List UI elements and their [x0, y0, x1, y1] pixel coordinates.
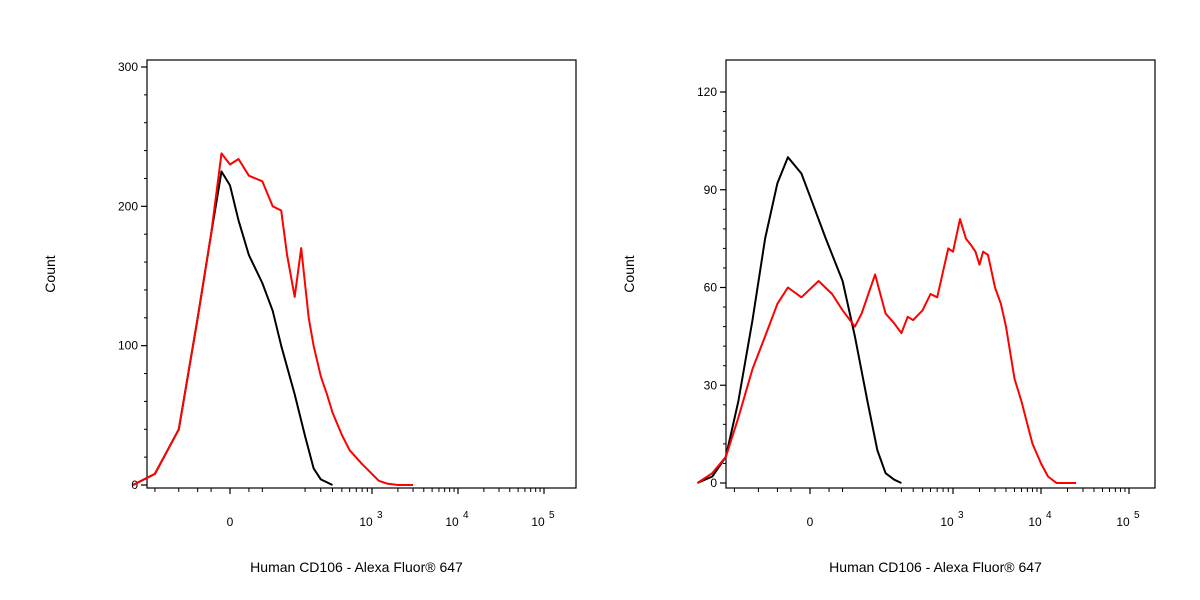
x-tick-label: 0 — [227, 515, 234, 529]
x-tick-exponent: 3 — [377, 510, 383, 521]
plot-frame — [146, 59, 577, 489]
x-tick-label: 0 — [807, 515, 814, 529]
series-line-1 — [132, 152, 413, 486]
x-tick-exponent: 4 — [463, 510, 469, 521]
series-line-0 — [697, 156, 902, 484]
x-tick-label: 10 — [1116, 515, 1130, 529]
x-tick-label: 10 — [359, 515, 373, 529]
plot-frame — [725, 59, 1156, 489]
y-tick-label: 30 — [704, 378, 718, 392]
y-axis-title: Count — [621, 255, 637, 292]
x-tick-label: 10 — [531, 515, 545, 529]
y-tick-label: 90 — [704, 183, 718, 197]
y-axis-title: Count — [42, 255, 58, 292]
series-line-1 — [696, 218, 1076, 484]
x-tick-label: 10 — [940, 515, 954, 529]
y-tick-label: 120 — [697, 85, 717, 99]
x-axis-title: Human CD106 - Alexa Fluor® 647 — [829, 559, 1042, 575]
x-tick-label: 10 — [1028, 515, 1042, 529]
histogram-panel-right: 0 30 60 90 120 0 10 3 10 4 10 5 Count Human CD106 - A… — [621, 59, 1156, 575]
x-tick-exponent: 3 — [958, 510, 964, 521]
series-line-0 — [132, 170, 333, 486]
y-tick-label: 100 — [118, 339, 138, 353]
y-tick-label: 200 — [118, 199, 138, 213]
x-tick-label: 10 — [445, 515, 459, 529]
x-tick-exponent: 5 — [549, 510, 555, 521]
y-tick-label: 300 — [118, 60, 138, 74]
x-axis-title: Human CD106 - Alexa Fluor® 647 — [250, 559, 463, 575]
y-tick-label: 0 — [710, 476, 717, 490]
y-tick-label: 60 — [704, 281, 718, 295]
x-tick-exponent: 5 — [1134, 510, 1140, 521]
x-tick-exponent: 4 — [1046, 510, 1052, 521]
